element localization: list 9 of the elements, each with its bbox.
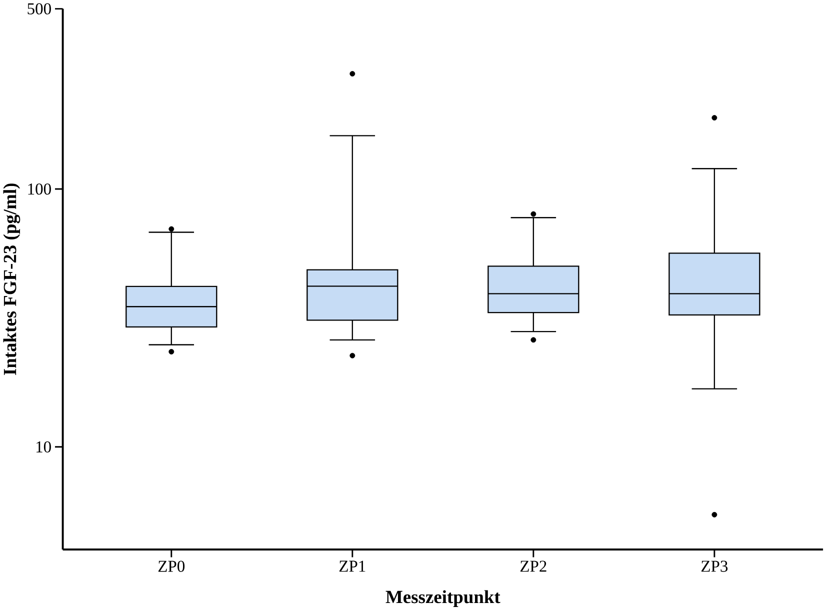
y-tick-label: 500 — [28, 3, 51, 14]
x-axis-title: Messzeitpunkt — [386, 590, 500, 607]
x-tick-label: ZP3 — [701, 560, 728, 572]
x-tick-label: ZP2 — [520, 560, 546, 572]
y-axis-title: Intaktes FGF-23 (pg/ml) — [3, 183, 20, 375]
y-tick-label: 100 — [28, 183, 51, 195]
x-tick-label: ZP1 — [339, 560, 366, 572]
x-tick-label: ZP0 — [158, 560, 185, 572]
y-tick-label: 10 — [36, 441, 51, 452]
